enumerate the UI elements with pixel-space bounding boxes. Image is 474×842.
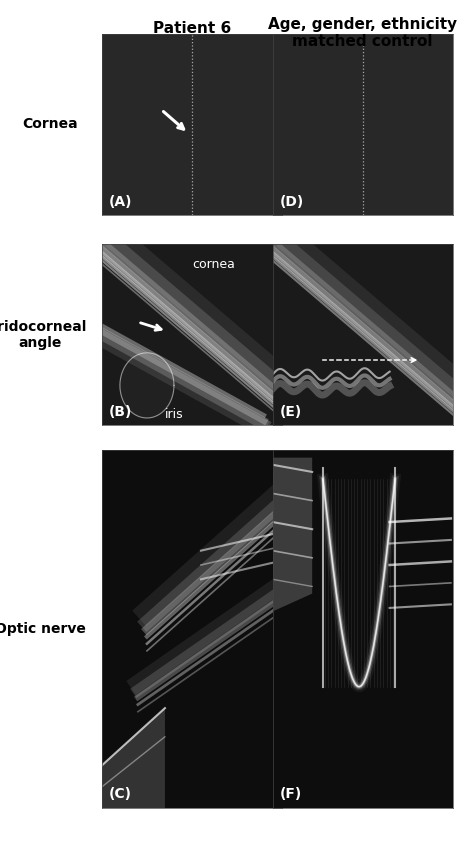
Polygon shape [102, 708, 165, 808]
Text: (A): (A) [109, 195, 133, 209]
Text: cornea: cornea [192, 258, 235, 271]
Text: Cornea: Cornea [22, 117, 78, 131]
Text: (E): (E) [280, 405, 302, 419]
Polygon shape [273, 458, 312, 611]
Text: (B): (B) [109, 405, 133, 419]
Text: Optic nerve: Optic nerve [0, 622, 86, 637]
Text: (F): (F) [280, 786, 302, 801]
Text: Age, gender, ethnicity
matched control: Age, gender, ethnicity matched control [268, 17, 457, 49]
Text: iris: iris [165, 408, 183, 421]
Text: Patient 6: Patient 6 [153, 21, 231, 36]
Text: Iridocorneal
angle: Iridocorneal angle [0, 320, 88, 349]
Text: (D): (D) [280, 195, 304, 209]
Polygon shape [120, 353, 174, 418]
Text: (C): (C) [109, 786, 132, 801]
